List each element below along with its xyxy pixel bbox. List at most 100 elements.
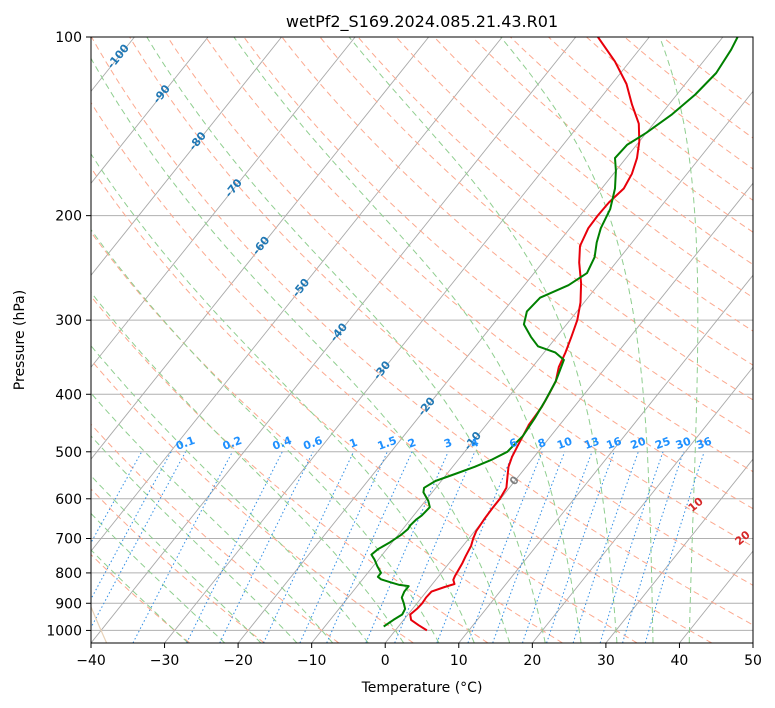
- isotherm-line: [91, 37, 503, 552]
- isotherm-line: [91, 37, 282, 276]
- mixing-ratio-label: 0.1: [174, 434, 197, 453]
- mixing-ratio-label: 4: [469, 436, 481, 451]
- isotherm-line: [237, 37, 724, 643]
- dry-adiabat-line: [91, 295, 489, 643]
- y-tick-label: 300: [55, 313, 82, 329]
- moist-adiabat-line: [500, 37, 654, 643]
- dry-adiabat-line: [205, 37, 753, 510]
- isotherm-line: [91, 37, 356, 368]
- moist-adiabat-line: [91, 228, 440, 643]
- dry-adiabat-line: [91, 166, 638, 643]
- mixing-ratio-line: [91, 451, 187, 629]
- y-axis-label: Pressure (hPa): [12, 290, 28, 390]
- isotherm-line: [91, 37, 430, 460]
- dry-adiabat-line: [167, 37, 753, 548]
- y-tick-label: 600: [55, 492, 82, 508]
- x-tick-label: 10: [450, 653, 468, 669]
- chart-title: wetPf2_S169.2024.085.21.43.R01: [286, 12, 558, 32]
- mixing-ratio-line: [365, 451, 449, 643]
- background-lines: [91, 37, 753, 643]
- mixing-ratio-label: 10: [555, 434, 574, 452]
- mixing-ratio-label: 0.6: [302, 434, 325, 453]
- moist-adiabat-line: [91, 549, 189, 643]
- x-axis-label: Temperature (°C): [361, 680, 483, 696]
- dry-adiabat-line: [91, 359, 414, 643]
- mixing-ratio-label: 13: [582, 435, 601, 452]
- moist-adiabat-line: [659, 37, 699, 643]
- mixing-ratio-line: [219, 451, 314, 643]
- moist-adiabat-line: [91, 291, 405, 643]
- x-tick-label: 0: [381, 653, 390, 669]
- mixing-ratio-label: 2: [406, 436, 418, 451]
- dry-adiabat-line: [91, 553, 191, 643]
- y-tick-label: 800: [55, 566, 82, 582]
- x-tick-label: 20: [523, 653, 541, 669]
- mixing-ratio-label: 6: [508, 436, 520, 451]
- mixing-ratio-line: [186, 451, 283, 643]
- x-tick-label: −20: [223, 653, 253, 669]
- mixing-ratio-line: [622, 451, 684, 643]
- isotherm-line: [458, 274, 753, 643]
- mixing-ratio-line: [572, 451, 639, 643]
- dry-adiabat-line: [395, 37, 753, 332]
- dry-adiabat-line: [357, 37, 753, 366]
- x-tick-label: −40: [76, 653, 106, 669]
- moist-adiabat-line: [91, 57, 511, 643]
- dry-adiabat-line: [91, 101, 713, 643]
- mixing-ratio-line: [326, 451, 413, 643]
- x-tick-label: −10: [297, 653, 327, 669]
- y-tick-label: 500: [55, 445, 82, 461]
- mixing-ratio-line: [644, 451, 705, 643]
- mixing-ratio-line: [394, 451, 476, 643]
- mixing-ratio-line: [436, 451, 515, 643]
- moist-adiabat-line: [91, 345, 369, 643]
- mixing-ratio-line: [546, 451, 615, 643]
- x-tick-label: −30: [150, 653, 180, 669]
- dry-adiabat-line: [129, 37, 753, 586]
- moist-adiabat-line: [91, 435, 298, 643]
- mixing-ratio-line: [467, 451, 543, 643]
- isotherm-line: [605, 458, 753, 643]
- mixing-ratio-label: 1: [348, 436, 360, 451]
- mixing-ratio-label: 36: [695, 434, 714, 452]
- y-tick-label: 100: [55, 30, 82, 46]
- mixing-ratio-label: 0.2: [221, 434, 244, 453]
- moist-adiabat-line: [233, 37, 582, 643]
- moist-adiabat-line: [146, 37, 546, 643]
- mixing-ratio-label: 3: [442, 436, 454, 451]
- y-tick-label: 400: [55, 387, 82, 403]
- mixing-ratio-label: 30: [674, 434, 693, 452]
- moist-adiabat-line: [91, 512, 226, 643]
- series-layer: [370, 37, 739, 632]
- mixing-ratio-label: 0.4: [271, 434, 294, 453]
- isotherm-line: [164, 37, 650, 643]
- y-tick-label: 200: [55, 209, 82, 225]
- plot-frame: [90, 36, 754, 644]
- x-tick-label: 30: [597, 653, 615, 669]
- mixing-ratio-line: [522, 451, 593, 643]
- moist-adiabat-line: [91, 153, 475, 643]
- isotherm-line: [91, 37, 209, 184]
- mixing-ratio-line: [91, 451, 172, 600]
- isotherm-line: [384, 182, 753, 643]
- mixing-ratio-label: 25: [653, 435, 672, 452]
- y-tick-label: 700: [55, 532, 82, 548]
- mixing-ratio-label: 8: [536, 436, 548, 451]
- mixing-ratio-label: 20: [629, 434, 648, 452]
- mixing-ratio-line: [599, 451, 664, 643]
- isotherm-line: [91, 37, 577, 643]
- dry-adiabat-line: [91, 423, 340, 643]
- dry-adiabat-line: [91, 37, 753, 626]
- axis-ticks: −40 −30 −20 −10 0 10 20 30 40 5010020030040050060…: [46, 30, 762, 669]
- dry-adiabat-line: [91, 231, 563, 643]
- mixing-ratio-line: [91, 451, 143, 544]
- x-tick-label: 50: [744, 653, 762, 669]
- isotherm-line: [531, 366, 753, 643]
- y-tick-label: 1000: [46, 623, 82, 639]
- moist-adiabat-line: [91, 475, 262, 643]
- dry-adiabat-line: [433, 37, 753, 299]
- mixing-ratio-label: 16: [605, 434, 624, 452]
